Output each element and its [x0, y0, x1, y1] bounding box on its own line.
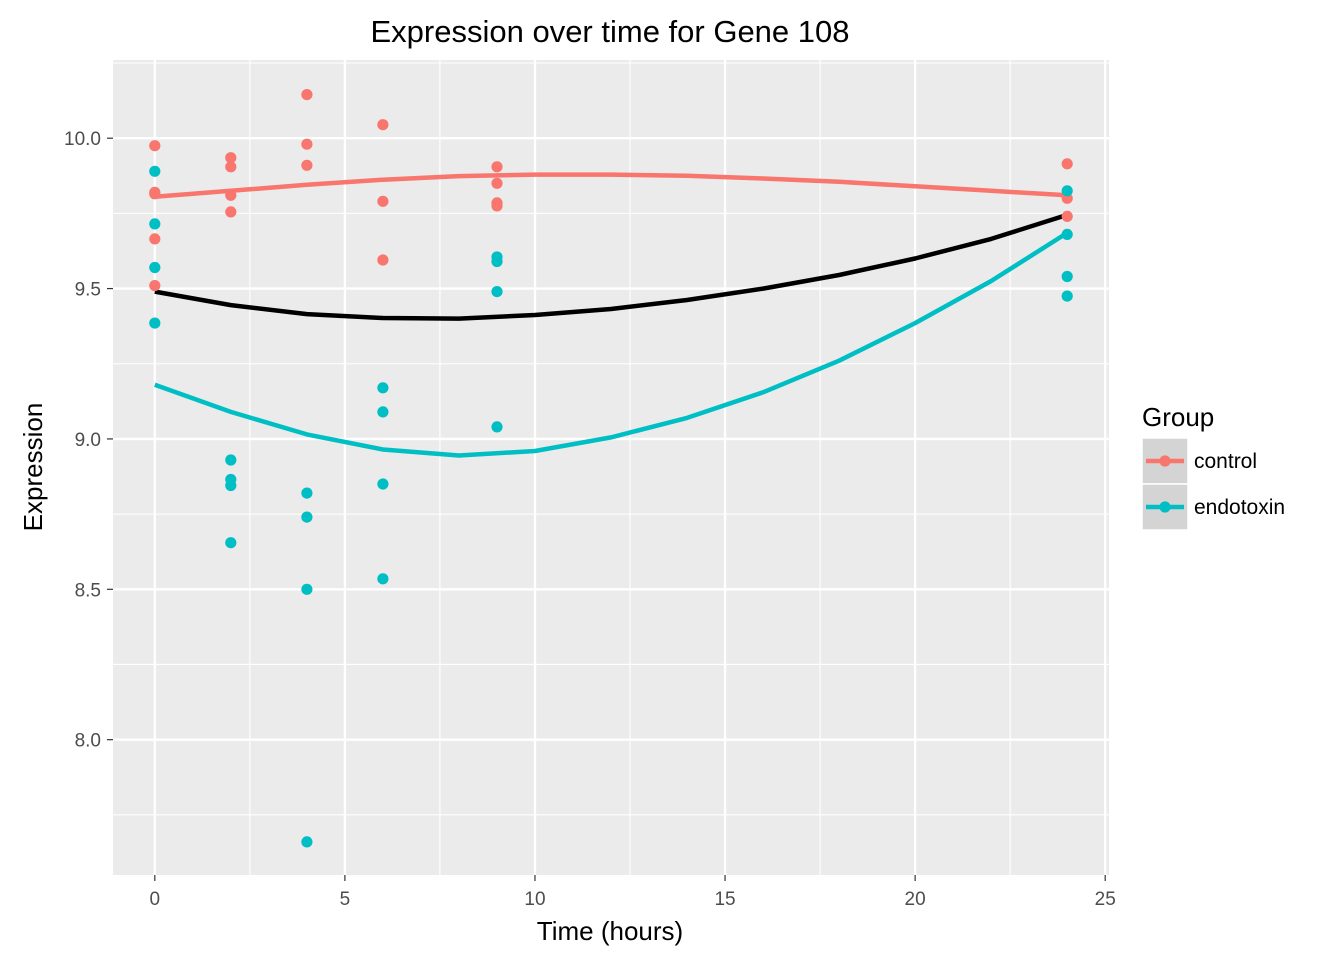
y-tick-label: 9.0 — [75, 430, 101, 451]
control-point — [225, 189, 237, 201]
control-point — [301, 138, 313, 150]
endotoxin-point — [1061, 290, 1073, 302]
y-tick-label: 10.0 — [64, 129, 101, 150]
y-tick-label: 9.5 — [75, 280, 101, 301]
endotoxin-point — [301, 583, 313, 595]
y-tick-label: 8.5 — [75, 580, 101, 601]
overall-smooth-line — [154, 212, 1068, 321]
endotoxin-point — [225, 454, 237, 466]
endotoxin-point — [491, 286, 503, 298]
control-point — [377, 195, 389, 207]
chart-title: Expression over time for Gene 108 — [370, 14, 849, 49]
y-tick-label: 8.0 — [75, 731, 101, 752]
control-point — [1061, 210, 1073, 222]
x-tick-label: 5 — [340, 889, 351, 910]
endotoxin-point — [149, 218, 161, 230]
endotoxin-point — [1061, 270, 1073, 283]
endotoxin-point — [377, 382, 389, 394]
legend-point-control — [1159, 455, 1171, 467]
control-point — [225, 161, 237, 173]
legend-label-endotoxin: endotoxin — [1194, 496, 1285, 519]
control-point — [301, 89, 313, 101]
endotoxin-point — [377, 573, 389, 585]
endotoxin-point — [1061, 228, 1073, 240]
plot-panel — [113, 60, 1109, 875]
data-points — [149, 89, 1073, 848]
control-point — [225, 206, 237, 218]
endotoxin-point — [301, 487, 313, 499]
endotoxin-point — [491, 255, 503, 268]
legend-point-endotoxin — [1159, 501, 1171, 513]
control-point — [149, 233, 161, 245]
x-tick-label: 15 — [714, 889, 735, 910]
control-smooth-line — [154, 172, 1068, 200]
endotoxin-point — [225, 537, 237, 549]
control-point — [301, 159, 313, 171]
endotoxin-point — [225, 479, 237, 492]
endotoxin-point — [377, 406, 389, 418]
control-point — [149, 140, 161, 152]
x-tick-label: 0 — [150, 889, 161, 910]
endotoxin-point — [1061, 185, 1073, 197]
legend-title: Group — [1142, 402, 1214, 432]
x-axis: 0 5 10 15 20 25 — [150, 875, 1116, 910]
control-point — [491, 161, 503, 173]
endotoxin-point — [149, 165, 161, 177]
endotoxin-point — [149, 261, 161, 274]
x-axis-title: Time (hours) — [537, 916, 683, 946]
minor-grid — [113, 60, 1109, 875]
endotoxin-point — [301, 511, 313, 523]
control-point — [225, 152, 237, 164]
smooth-lines — [154, 172, 1069, 458]
x-tick-label: 20 — [905, 889, 926, 910]
x-tick-label: 25 — [1095, 889, 1116, 910]
control-point — [491, 200, 503, 212]
control-point — [491, 177, 503, 189]
control-point — [377, 254, 389, 266]
y-axis-title: Expression — [18, 403, 48, 532]
endotoxin-smooth-line — [154, 230, 1069, 458]
endotoxin-point — [149, 317, 161, 329]
y-axis: 8.0 8.5 9.0 9.5 10.0 — [64, 129, 113, 752]
x-tick-label: 10 — [524, 889, 545, 910]
legend: Group control endotoxin — [1141, 402, 1285, 531]
endotoxin-point — [491, 421, 503, 433]
endotoxin-point — [377, 478, 389, 490]
legend-label-control: control — [1194, 450, 1257, 473]
control-point — [377, 119, 389, 131]
control-point — [149, 188, 161, 200]
endotoxin-point — [301, 836, 313, 848]
control-point — [149, 280, 161, 292]
control-point — [1061, 158, 1073, 170]
